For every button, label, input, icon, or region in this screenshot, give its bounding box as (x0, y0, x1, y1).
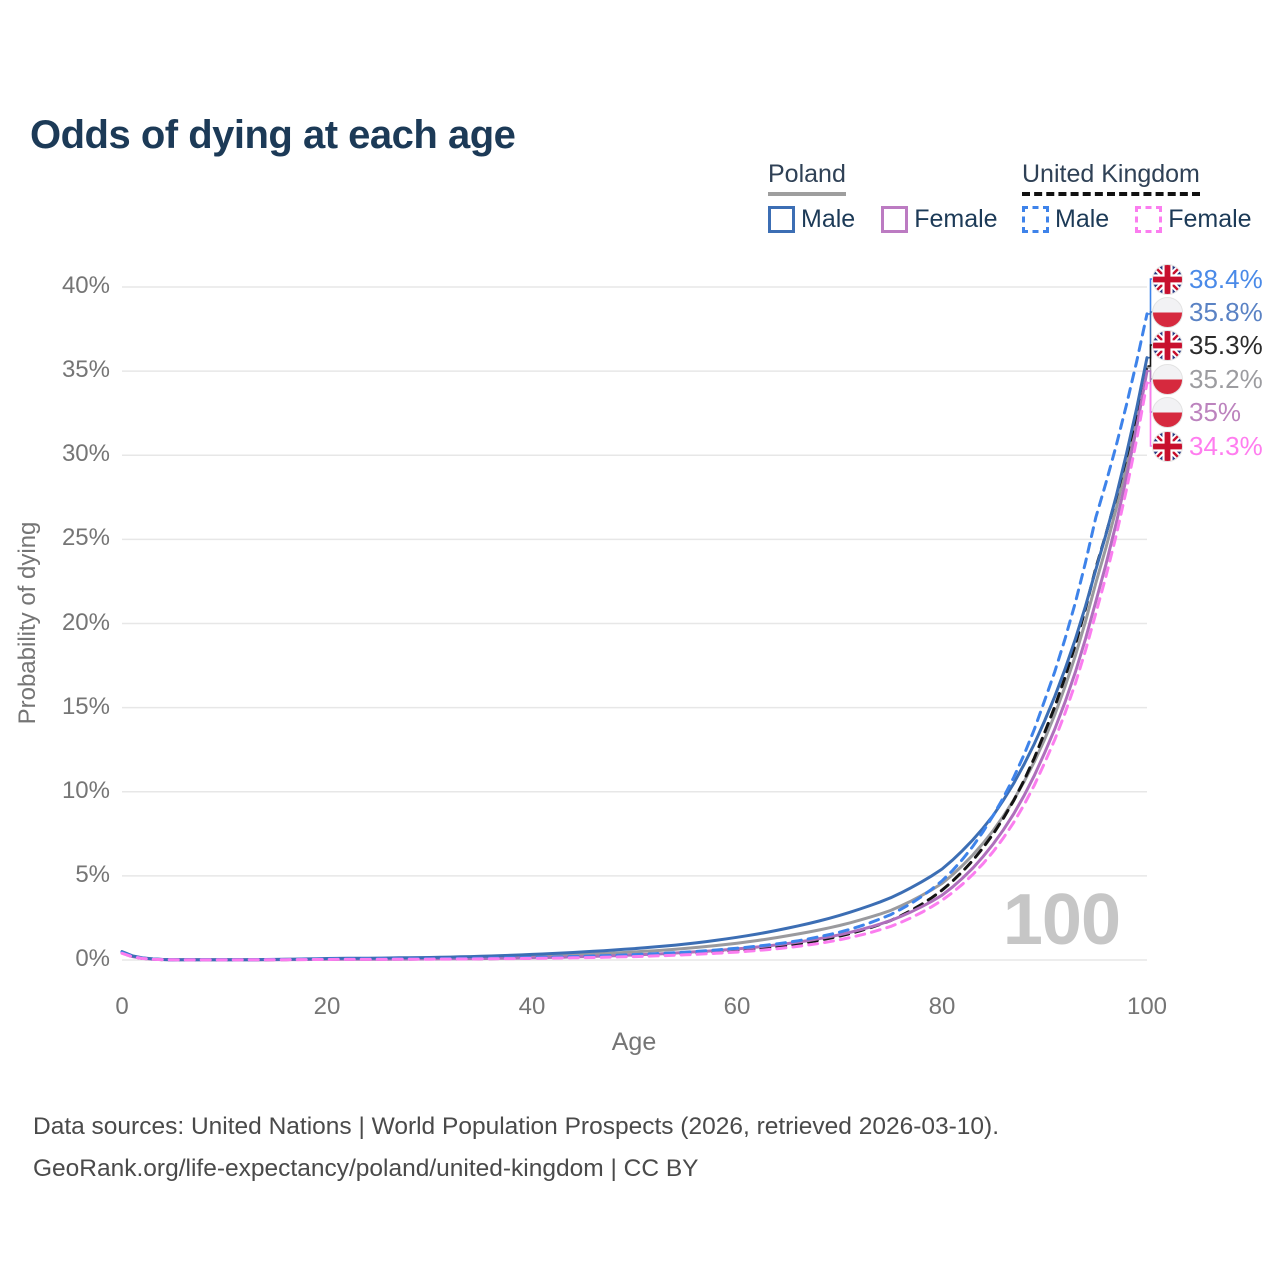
footer-data-sources: Data sources: United Nations | World Pop… (33, 1113, 1000, 1140)
x-tick-label: 20 (313, 993, 341, 1020)
legend-swatch-icon (881, 206, 909, 233)
end-label-value: 35% (1189, 396, 1242, 427)
legend-item-united-kingdom-female[interactable]: Female (1135, 205, 1252, 234)
uk-flag-icon (1152, 263, 1183, 295)
end-label-pl-male: 35.8% (1152, 296, 1263, 328)
y-tick-label: 5% (75, 860, 110, 888)
end-label-value: 35.2% (1189, 363, 1263, 394)
y-tick-label: 25% (61, 524, 110, 552)
footer-attribution: Data sources: United Nations | World Pop… (33, 1106, 999, 1190)
end-label-uk-both: 35.3% (1152, 329, 1263, 361)
legend-item-label: Male (801, 205, 856, 233)
end-label-pl-female: 35% (1152, 396, 1241, 428)
legend-swatch-icon (768, 206, 795, 233)
legend-item-poland-female[interactable]: Female (881, 205, 998, 234)
series-line-uk-female (120, 381, 1149, 962)
legend-swatch-icon (1135, 206, 1163, 233)
y-tick-label: 40% (61, 272, 110, 299)
uk-flag-icon (1152, 430, 1183, 462)
legend-items-row: Male Female (768, 205, 998, 234)
leader-line (1147, 311, 1153, 359)
footer-url: GeoRank.org/life-expectancy/poland/unite… (33, 1155, 699, 1182)
series-line-uk-male (120, 312, 1149, 962)
series-line-pl-male (120, 356, 1149, 962)
leader-line (1147, 382, 1153, 447)
leader-line (1147, 278, 1153, 315)
y-tick-label: 30% (61, 440, 110, 468)
x-axis-title: Age (611, 1028, 657, 1056)
x-tick-label: 40 (518, 993, 546, 1020)
x-tick-label: 60 (723, 993, 751, 1020)
x-tick-label: 80 (928, 993, 956, 1020)
age-counter-watermark: 100 (1002, 880, 1121, 960)
poland-flag-icon (1152, 396, 1183, 428)
legend-country-label: Poland (768, 160, 846, 196)
legend-item-label: Female (914, 205, 998, 233)
legend-group-poland: Poland Male Female (768, 160, 998, 234)
legend-swatch-icon (1022, 206, 1049, 233)
legend-group-united-kingdom: United Kingdom Male Female (1022, 160, 1252, 234)
end-label-uk-male: 38.4% (1152, 263, 1263, 295)
series-line-pl-female (120, 369, 1149, 962)
end-label-value: 34.3% (1189, 430, 1263, 461)
end-label-value: 38.4% (1189, 263, 1263, 294)
legend-item-label: Male (1055, 205, 1110, 233)
end-label-value: 35.8% (1189, 296, 1263, 327)
end-label-pl-both: 35.2% (1152, 363, 1263, 395)
page-title: Odds of dying at each age (30, 112, 516, 157)
y-tick-label: 35% (61, 356, 110, 384)
x-tick-label: 100 (1126, 993, 1168, 1020)
end-label-uk-female: 34.3% (1152, 430, 1263, 462)
leader-line (1147, 344, 1153, 367)
y-tick-label: 10% (61, 776, 110, 804)
legend-items-row: Male Female (1022, 205, 1252, 234)
y-tick-label: 0% (75, 945, 110, 972)
legend-item-united-kingdom-male[interactable]: Male (1022, 205, 1109, 234)
legend-country-label: United Kingdom (1022, 160, 1200, 196)
x-tick-label: 0 (115, 993, 129, 1020)
series-line-pl-both (120, 366, 1149, 962)
legend-item-label: Female (1168, 205, 1252, 233)
uk-flag-icon (1152, 329, 1183, 361)
legend-item-poland-male[interactable]: Male (768, 205, 855, 234)
poland-flag-icon (1152, 363, 1183, 395)
y-tick-label: 20% (61, 608, 110, 636)
y-tick-label: 15% (61, 692, 110, 720)
poland-flag-icon (1152, 296, 1183, 328)
end-label-value: 35.3% (1189, 329, 1263, 360)
